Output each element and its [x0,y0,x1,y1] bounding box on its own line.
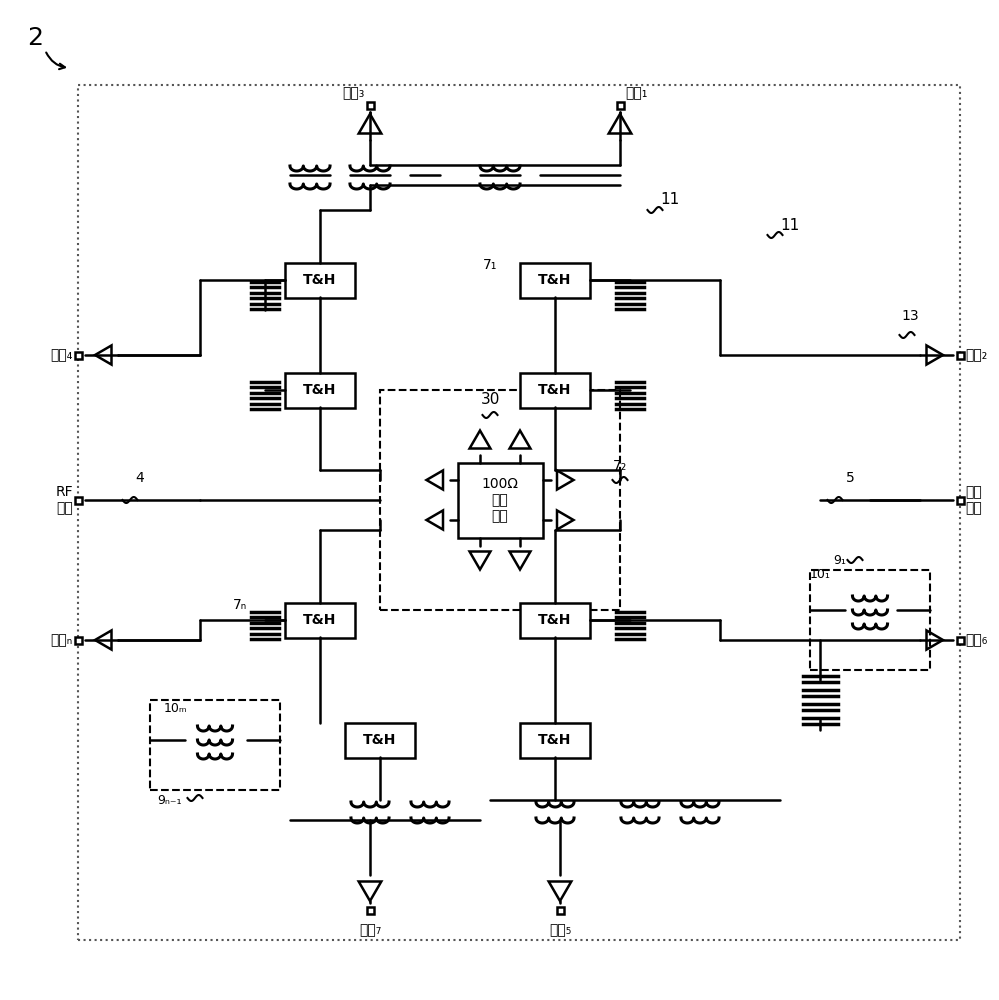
Text: 输出₅: 输出₅ [548,923,571,937]
Text: T&H: T&H [538,383,571,397]
Text: 输出₇: 输出₇ [359,923,382,937]
Text: RF
输入: RF 输入 [55,485,73,515]
Text: T&H: T&H [538,733,571,747]
Text: 输出ₙ: 输出ₙ [51,633,73,647]
Bar [345,722,415,758]
Bar [367,906,374,914]
Bar [956,496,963,504]
Bar [380,390,620,610]
Text: 激光
输入: 激光 输入 [965,485,982,515]
Bar [367,102,374,108]
Text: T&H: T&H [304,383,337,397]
Text: 100Ω
残留
电阻: 100Ω 残留 电阻 [482,477,518,523]
Bar [285,602,355,638]
Bar [520,372,590,408]
Text: 输出₂: 输出₂ [965,348,987,362]
Bar [75,637,82,644]
Text: T&H: T&H [538,613,571,627]
Text: 30: 30 [481,392,500,408]
Bar [78,85,960,940]
Text: 7₂: 7₂ [612,459,627,473]
Text: 7₁: 7₁ [483,258,498,272]
Text: 5: 5 [845,471,854,485]
Bar [285,262,355,298]
Text: 输出₁: 输出₁ [625,86,647,100]
Bar [556,906,563,914]
Bar [150,700,280,790]
Bar [458,462,542,538]
Bar [75,352,82,359]
Text: T&H: T&H [364,733,397,747]
Text: 4: 4 [136,471,145,485]
Text: 2: 2 [27,26,43,50]
Text: 输出₃: 输出₃ [343,86,365,100]
Bar [520,602,590,638]
Text: 9ₙ₋₁: 9ₙ₋₁ [158,794,182,806]
Text: 输出₄: 输出₄ [51,348,73,362]
Text: 9₁: 9₁ [833,554,846,566]
Text: T&H: T&H [304,273,337,287]
Text: 输出₆: 输出₆ [965,633,987,647]
Bar [520,262,590,298]
Bar [956,352,963,359]
Bar [956,637,963,644]
Bar [616,102,623,108]
Bar [520,722,590,758]
Text: 10ₘ: 10ₘ [163,702,187,714]
Text: T&H: T&H [304,613,337,627]
Bar [810,570,930,670]
Bar [285,372,355,408]
Bar [75,496,82,504]
Text: 10₁: 10₁ [809,568,830,582]
Text: 11: 11 [780,218,799,232]
Text: 7ₙ: 7ₙ [233,598,247,612]
Text: 11: 11 [660,192,679,208]
Text: 13: 13 [901,309,919,323]
Text: T&H: T&H [538,273,571,287]
